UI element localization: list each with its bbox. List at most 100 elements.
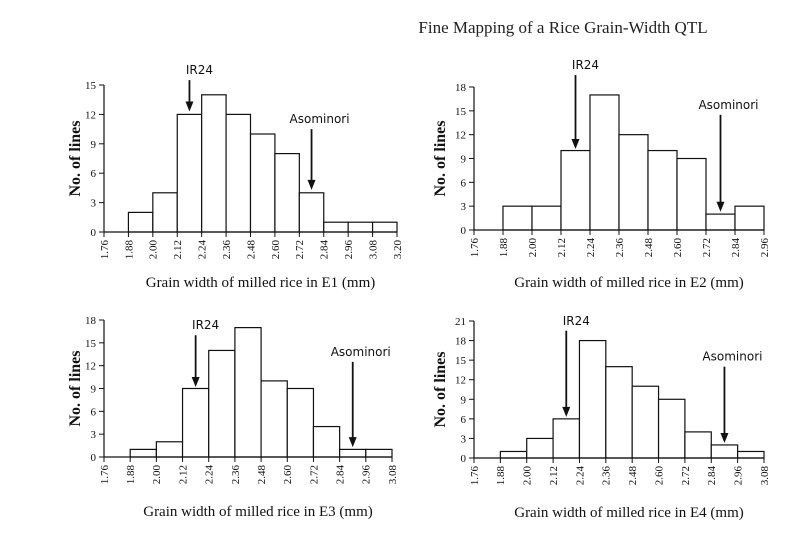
histogram-panel-e4: 0 3 6 9 12 15 18 21 1.76 1.88 2.00 2.12 2.24 2.36 2.48… (432, 314, 771, 521)
x-tick-label: 1.76 (99, 465, 111, 485)
histogram-bar (152, 192, 178, 233)
x-tick-label: 2.84 (334, 465, 346, 485)
annotation-label: Asominori (331, 345, 391, 359)
x-axis-label: Grain width of milled rice in E4 (mm) (514, 505, 744, 521)
x-tick-label: 2.12 (556, 238, 568, 257)
y-axis-label: No. of lines (67, 351, 84, 427)
histogram-bar (339, 448, 367, 458)
x-tick-label: 2.72 (308, 465, 320, 484)
x-tick-label: 2.48 (245, 240, 257, 260)
annotation-label: Asominori (702, 350, 762, 364)
histogram-bar (249, 133, 276, 233)
histogram-bar (737, 450, 765, 459)
y-tick-label: 12 (455, 375, 466, 387)
x-tick-label: 2.24 (197, 240, 209, 260)
annotation-arrow-head (720, 432, 729, 443)
x-tick-label: 2.00 (527, 238, 539, 258)
y-tick-label: 21 (455, 316, 466, 328)
histogram-bar (578, 339, 607, 459)
histogram-bar (365, 448, 393, 458)
histogram-bar (129, 448, 157, 458)
x-axis-label: Grain width of milled rice in E2 (mm) (514, 275, 744, 291)
histogram-bar (260, 380, 288, 458)
x-axis-label: Grain width of milled rice in E3 (mm) (143, 504, 373, 520)
y-tick-label: 0 (461, 225, 467, 237)
y-tick-label: 18 (455, 82, 467, 94)
y-tick-label: 6 (91, 406, 97, 418)
annotation-label: Asominori (290, 112, 350, 126)
histogram-bar (631, 385, 660, 459)
y-tick-label: 12 (455, 130, 466, 142)
histogram-bar (552, 418, 581, 459)
x-tick-label: 2.12 (548, 466, 560, 485)
annotation-arrow-head (562, 406, 571, 417)
y-tick-label: 15 (85, 80, 97, 92)
x-tick-label: 2.60 (270, 240, 282, 260)
x-tick-label: 2.60 (653, 466, 665, 486)
x-tick-label: 2.48 (643, 238, 655, 258)
y-tick-label: 0 (91, 227, 97, 239)
histogram-bar (657, 398, 686, 459)
annotation-label: IR24 (572, 58, 599, 72)
x-tick-label: 2.96 (361, 465, 373, 485)
x-tick-label: 3.08 (367, 240, 379, 260)
x-tick-label: 2.84 (319, 240, 331, 260)
x-tick-label: 2.00 (148, 240, 160, 260)
annotation-arrow-head (191, 376, 200, 387)
x-tick-label: 2.96 (732, 466, 744, 486)
y-axis-label: No. of lines (432, 121, 449, 197)
histogram-bar (312, 425, 341, 458)
y-tick-label: 15 (455, 355, 467, 367)
y-tick-label: 3 (461, 433, 467, 445)
x-tick-label: 2.72 (680, 466, 692, 485)
y-tick-label: 9 (461, 154, 467, 166)
x-tick-label: 2.00 (522, 466, 534, 486)
x-tick-label: 2.00 (151, 465, 163, 485)
x-tick-label: 3.08 (387, 465, 399, 485)
x-tick-label: 2.24 (204, 465, 216, 485)
histogram-bar (155, 441, 184, 458)
y-tick-label: 15 (85, 338, 97, 350)
x-tick-label: 1.88 (125, 465, 137, 485)
histogram-bar (371, 221, 398, 233)
annotation-label: IR24 (186, 63, 213, 77)
x-tick-label: 3.08 (759, 466, 771, 486)
x-tick-label: 2.12 (177, 465, 189, 484)
y-tick-label: 9 (91, 139, 97, 151)
histogram-bar (605, 366, 633, 459)
annotation-label: Asominori (698, 98, 758, 112)
x-tick-label: 2.84 (706, 466, 718, 486)
histogram-panels: 0 3 6 9 12 15 1.76 1.88 2.00 2.12 2.24 2.36 2.48 2.60… (67, 58, 771, 521)
annotation-arrow-head (307, 179, 316, 190)
x-tick-label: 2.24 (585, 238, 597, 258)
annotation-label: IR24 (563, 314, 590, 328)
histogram-bar (127, 211, 154, 233)
x-tick-label: 2.48 (627, 466, 639, 486)
page-title: Fine Mapping of a Rice Grain-Width QTL (418, 18, 707, 37)
histogram-bar (286, 387, 315, 458)
x-tick-label: 2.60 (282, 465, 294, 485)
x-tick-label: 2.72 (294, 240, 306, 259)
y-tick-label: 15 (455, 106, 467, 118)
y-tick-label: 3 (91, 429, 97, 441)
histogram-bar (347, 221, 374, 233)
y-axis-label: No. of lines (67, 121, 84, 197)
x-tick-label: 2.36 (601, 466, 613, 486)
y-tick-label: 9 (461, 394, 467, 406)
y-tick-label: 6 (461, 177, 467, 189)
y-tick-label: 9 (91, 384, 97, 396)
histogram-bar (274, 153, 300, 233)
histogram-bar (181, 387, 210, 458)
annotation-arrow-head (185, 101, 194, 112)
y-axis-label: No. of lines (432, 352, 449, 428)
histogram-bar (502, 205, 533, 231)
x-tick-label: 2.96 (343, 240, 355, 260)
x-tick-label: 1.88 (498, 238, 510, 258)
histogram-bar (734, 205, 765, 231)
annotation-label: IR24 (192, 318, 219, 332)
x-tick-label: 1.76 (469, 466, 481, 486)
x-tick-label: 3.20 (392, 240, 404, 260)
y-tick-label: 18 (455, 336, 467, 348)
histogram-bar (710, 444, 739, 459)
